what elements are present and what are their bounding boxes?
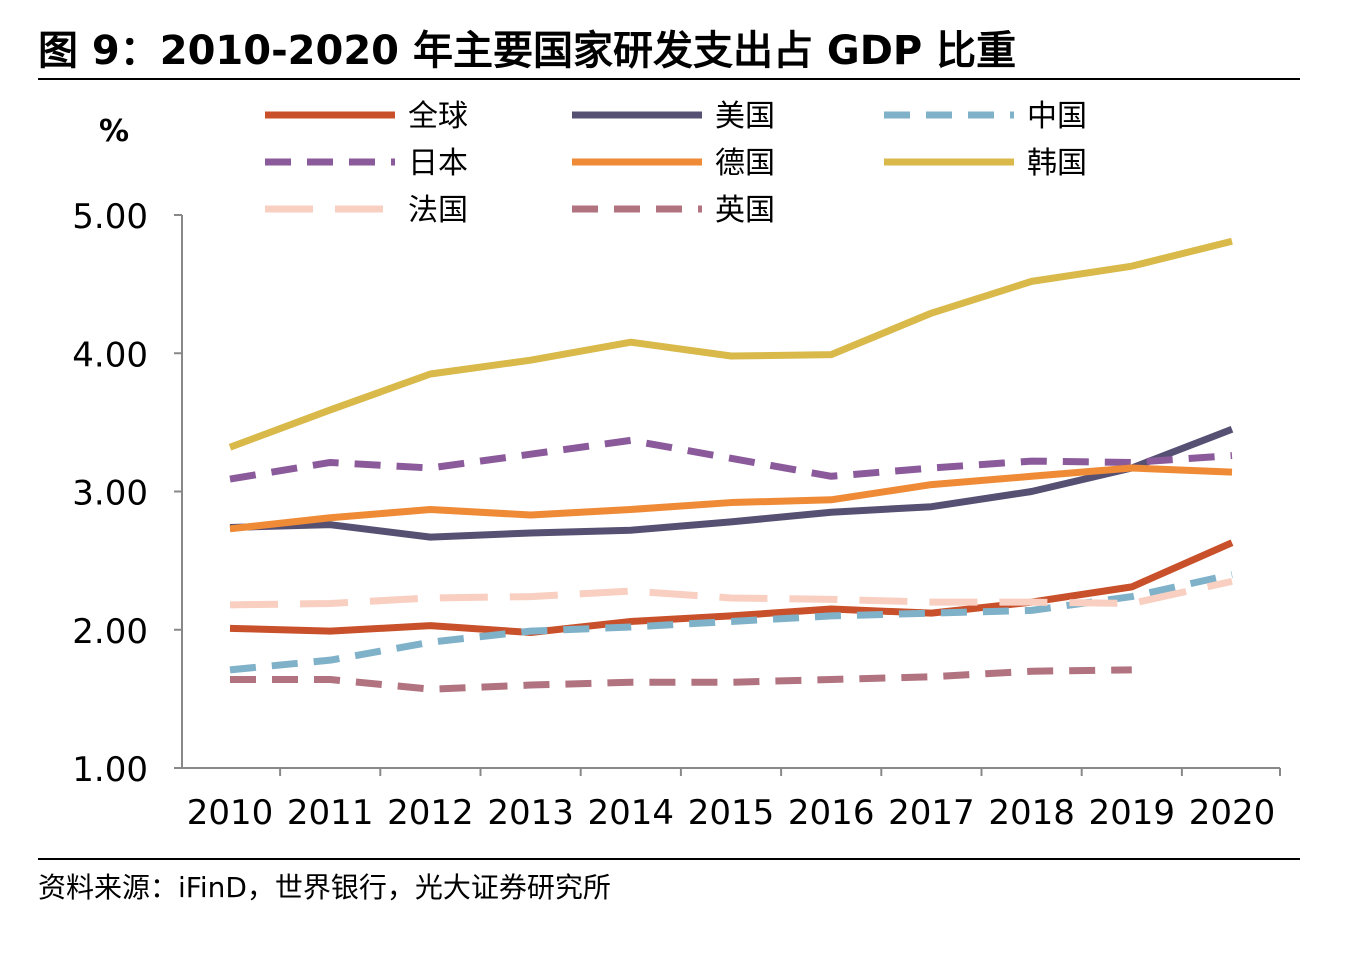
x-tick-label: 2012 (387, 793, 474, 833)
y-tick-label: 3.00 (72, 474, 148, 514)
x-tick-label: 2017 (888, 793, 975, 833)
series-line-中国 (229, 571, 1233, 674)
source-note: 资料来源：iFinD，世界银行，光大证券研究所 (38, 871, 611, 904)
legend-label: 美国 (715, 99, 775, 134)
y-tick-label: 4.00 (72, 335, 148, 375)
legend-label: 英国 (715, 193, 775, 228)
x-tick-label: 2018 (988, 793, 1075, 833)
title-rule (38, 78, 1300, 80)
legend-label: 韩国 (1027, 146, 1087, 181)
series-line-日本 (229, 436, 1233, 483)
x-tick-label: 2015 (688, 793, 775, 833)
series-line-英国 (230, 666, 1132, 693)
series-line-韩国 (228, 237, 1233, 451)
legend-label: 中国 (1027, 99, 1087, 134)
series-line-法国 (229, 577, 1233, 609)
figure-title: 图 9：2010-2020 年主要国家研发支出占 GDP 比重 (38, 28, 1017, 74)
y-tick-label: 2.00 (72, 612, 148, 652)
x-tick-label: 2014 (588, 793, 675, 833)
x-tick-label: 2011 (287, 793, 374, 833)
y-axis-unit-label: % (99, 114, 129, 149)
series-line-德国 (229, 464, 1233, 533)
source-rule (38, 858, 1300, 860)
legend-label: 日本 (408, 146, 468, 181)
y-tick-label: 5.00 (72, 197, 148, 237)
series-line-全球 (229, 539, 1234, 637)
chart-series-lines (228, 237, 1234, 693)
x-tick-label: 2019 (1089, 793, 1176, 833)
series-line-美国 (229, 426, 1234, 541)
x-tick-label: 2013 (487, 793, 574, 833)
legend-label: 德国 (715, 146, 775, 181)
y-tick-label: 1.00 (72, 750, 148, 790)
x-tick-label: 2020 (1189, 793, 1276, 833)
x-tick-label: 2016 (788, 793, 875, 833)
legend-label: 法国 (408, 193, 468, 228)
x-tick-label: 2010 (187, 793, 274, 833)
chart-axes: 1.00 2.00 3.00 4.00 5.00 2010 2011 2012 2013 2014… (72, 197, 1281, 833)
legend-label: 全球 (408, 99, 468, 134)
